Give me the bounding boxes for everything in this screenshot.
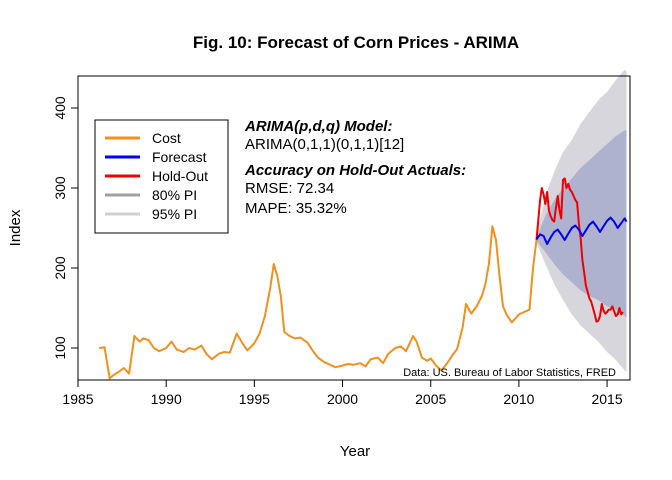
- forecast-line: [535, 216, 628, 245]
- y-tick-label: 100: [52, 336, 68, 360]
- y-tick-label: 400: [52, 96, 68, 120]
- legend-label: 80% PI: [152, 187, 197, 203]
- y-axis-label: Index: [7, 209, 24, 246]
- x-tick-label: 1985: [62, 391, 93, 407]
- x-axis-label: Year: [340, 443, 370, 460]
- model-annotation: ARIMA(p,d,q) Model: ARIMA(0,1,1)(0,1,1)[…: [244, 118, 466, 217]
- prediction-interval-bands: [536, 69, 627, 372]
- series-lines: [99, 177, 628, 380]
- x-tick-label: 2010: [503, 391, 534, 407]
- x-axis: 1985 1990 1995 2000 2005 2010 2015: [62, 379, 623, 407]
- model-heading: ARIMA(p,d,q) Model:: [244, 118, 392, 135]
- legend-label: 95% PI: [152, 206, 197, 222]
- x-tick-label: 1995: [239, 391, 270, 407]
- y-tick-label: 200: [52, 256, 68, 280]
- y-tick-label: 300: [52, 176, 68, 200]
- chart-title: Fig. 10: Forecast of Corn Prices - ARIMA: [193, 33, 519, 52]
- x-tick-label: 2005: [415, 391, 446, 407]
- x-tick-label: 2000: [327, 391, 358, 407]
- accuracy-heading: Accuracy on Hold-Out Actuals:: [244, 162, 466, 179]
- x-tick-label: 2015: [591, 391, 622, 407]
- source-note: Data: US. Bureau of Labor Statistics, FR…: [403, 367, 616, 379]
- model-spec: ARIMA(0,1,1)(0,1,1)[12]: [245, 136, 404, 153]
- cost-line: [99, 225, 538, 380]
- legend: Cost Forecast Hold-Out 80% PI 95% PI: [94, 119, 229, 234]
- legend-label: Cost: [152, 130, 181, 146]
- pi80-band: [536, 130, 627, 318]
- legend-label: Forecast: [152, 149, 207, 165]
- y-axis: 100 200 300 400: [52, 96, 79, 360]
- rmse-value: RMSE: 72.34: [245, 180, 334, 197]
- x-tick-label: 1990: [151, 391, 182, 407]
- mape-value: MAPE: 35.32%: [245, 200, 347, 217]
- legend-label: Hold-Out: [152, 168, 208, 184]
